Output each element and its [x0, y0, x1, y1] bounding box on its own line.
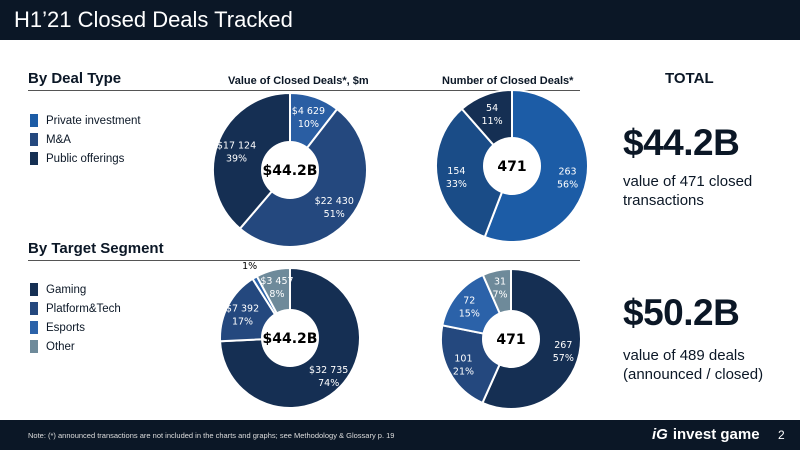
total-desc-1: value of 471 closed transactions	[623, 173, 753, 209]
legend-label: Other	[46, 340, 75, 353]
slice-value-label: 54	[486, 103, 498, 114]
slice-pct-label: 1%	[242, 261, 257, 272]
donut-center-label: 471	[496, 332, 525, 348]
slice-pct-label: 10%	[298, 119, 319, 130]
legend-swatch	[30, 152, 38, 165]
donut-slice-public-offerings	[212, 91, 291, 230]
number-column-title: Number of Closed Deals*	[442, 75, 574, 87]
legend-item: Private investment	[30, 111, 141, 130]
slice-pct-label: 39%	[226, 153, 247, 164]
divider	[28, 260, 580, 261]
donut-hole	[483, 137, 541, 195]
legend-item: Platform&Tech	[30, 299, 121, 318]
donut-center-label: $44.2B	[263, 163, 318, 179]
legend-item: Other	[30, 337, 121, 356]
footer: Note: (*) announced transactions are not…	[0, 420, 800, 450]
legend-swatch	[30, 321, 38, 334]
slice-value-label: $4 629	[292, 106, 325, 117]
slice-pct-label: 17%	[232, 316, 253, 327]
slice-value-label: $32 735	[309, 365, 348, 376]
donut-hole	[261, 309, 319, 367]
slice-value-label: $22 430	[315, 196, 354, 207]
legend-swatch	[30, 283, 38, 296]
slice-pct-label: 8%	[269, 289, 284, 300]
total-desc-2: value of 489 deals (announced / closed)	[623, 347, 764, 383]
donut-hole	[261, 141, 319, 199]
legend-item: M&A	[30, 130, 141, 149]
legend-label: M&A	[46, 133, 71, 146]
footnote: Note: (*) announced transactions are not…	[28, 431, 395, 440]
legend-deal-type: Private investment M&A Public offerings	[30, 111, 141, 168]
donut-charts: $4 629 10% $22 430 51% $17 124 39% $44.2B 263 56…	[212, 88, 589, 410]
slice-value-label: 154	[447, 166, 465, 177]
donut-center-label: $44.2B	[263, 331, 318, 347]
logo-icon: iG	[652, 426, 668, 443]
slice-pct-label: 57%	[553, 353, 574, 364]
logo: iG invest game	[652, 426, 760, 443]
legend-swatch	[30, 302, 38, 315]
slice-pct-label: 11%	[482, 116, 503, 127]
divider	[28, 90, 580, 91]
legend-swatch	[30, 340, 38, 353]
slice-value-label: 263	[558, 166, 576, 177]
slice-value-label: 267	[554, 340, 572, 351]
legend-segment: Gaming Platform&Tech Esports Other	[30, 280, 121, 356]
legend-item: Gaming	[30, 280, 121, 299]
slice-pct-label: 74%	[318, 378, 339, 389]
slice-value-label: 31	[494, 277, 506, 288]
donut-slice-m-a	[435, 107, 514, 239]
slice-value-label: $7 392	[226, 303, 259, 314]
total-heading: TOTAL	[665, 70, 714, 87]
legend-item: Public offerings	[30, 149, 141, 168]
value-column-title: Value of Closed Deals*, $m	[228, 75, 369, 87]
page-number: 2	[778, 428, 785, 442]
slice-pct-label: 56%	[557, 179, 578, 190]
section-target-segment: By Target Segment	[28, 240, 164, 257]
slice-pct-label: 7%	[492, 290, 507, 301]
slice-value-label: $17 124	[217, 140, 256, 151]
slice-pct-label: 33%	[446, 179, 467, 190]
legend-item: Esports	[30, 318, 121, 337]
donut-hole	[482, 310, 540, 368]
header-bar: H1’21 Closed Deals Tracked	[0, 0, 800, 40]
total-value-2: $50.2B	[623, 292, 740, 333]
total-value-1: $44.2B	[623, 122, 740, 163]
legend-label: Private investment	[46, 114, 141, 127]
page-title: H1’21 Closed Deals Tracked	[14, 7, 293, 32]
slice-value-label: 101	[454, 354, 472, 365]
slice-value-label: 72	[463, 295, 475, 306]
donut-center-label: 471	[497, 159, 526, 175]
slice-pct-label: 15%	[459, 308, 480, 319]
legend-swatch	[30, 133, 38, 146]
slice-value-label: $3 457	[260, 276, 293, 287]
legend-label: Platform&Tech	[46, 302, 121, 315]
legend-swatch	[30, 114, 38, 127]
slice-pct-label: 21%	[453, 367, 474, 378]
legend-label: Public offerings	[46, 152, 125, 165]
slice-pct-label: 51%	[324, 209, 345, 220]
section-deal-type: By Deal Type	[28, 70, 122, 87]
legend-label: Gaming	[46, 283, 87, 296]
legend-label: Esports	[46, 321, 85, 334]
